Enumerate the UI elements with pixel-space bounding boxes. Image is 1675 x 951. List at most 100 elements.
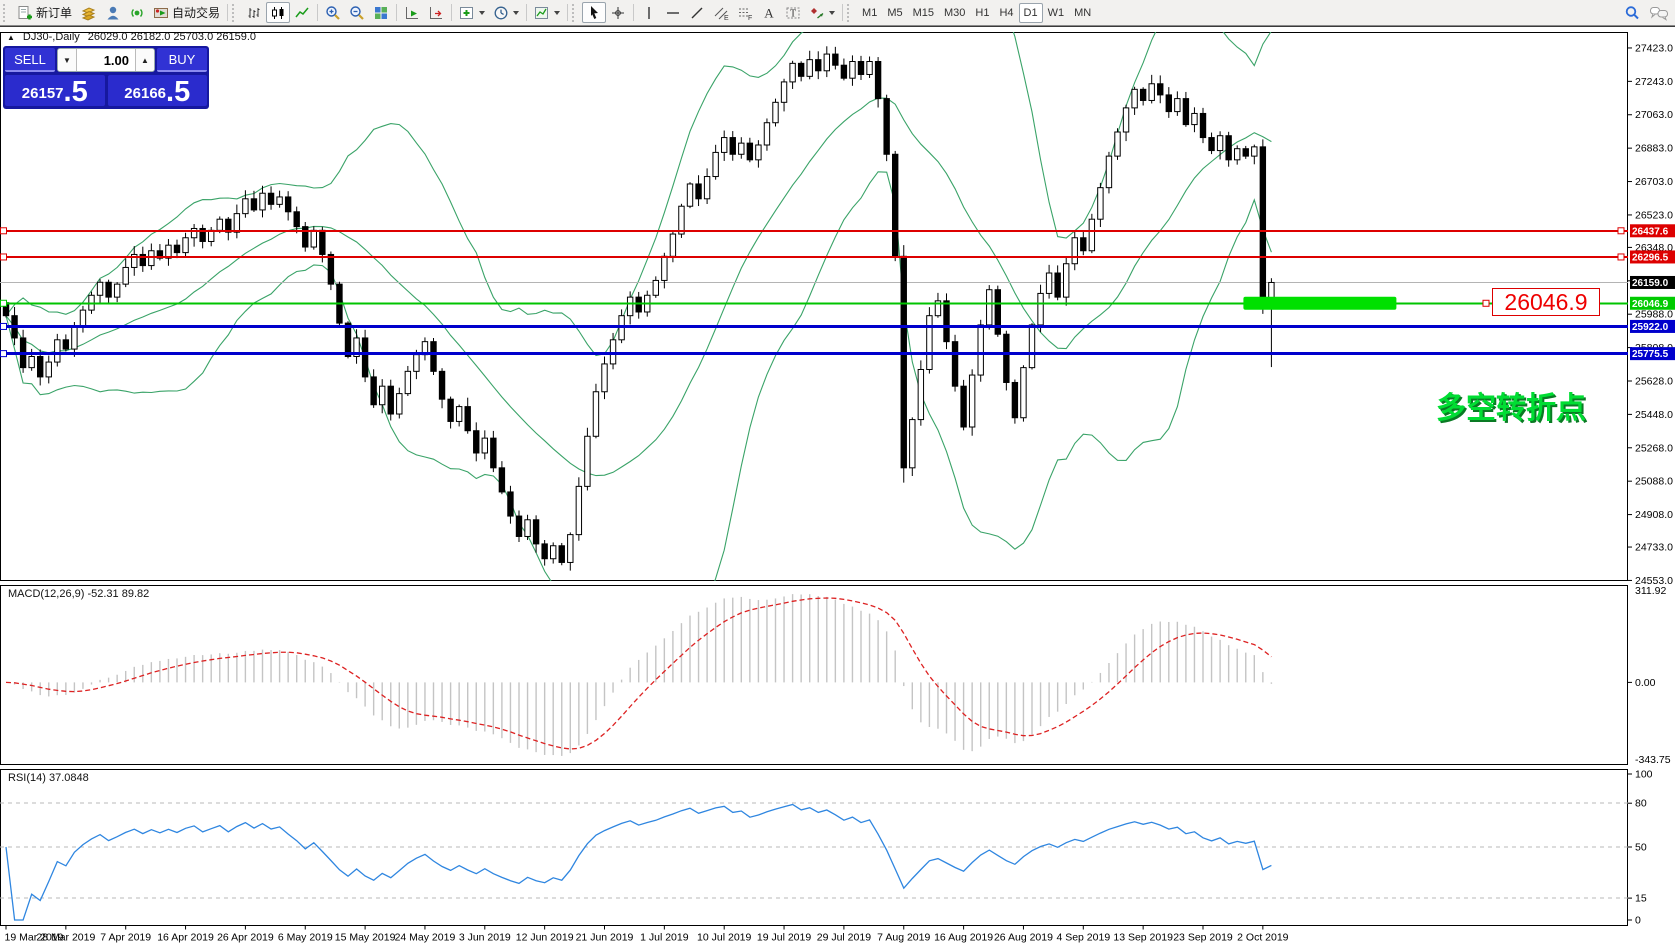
- gold-bars-icon: [80, 5, 97, 21]
- svg-text:0.00: 0.00: [1635, 677, 1656, 689]
- line-chart-icon: [294, 5, 310, 21]
- toolbar-grip: [3, 3, 10, 22]
- candlestick-mode-button[interactable]: [266, 2, 291, 23]
- svg-text:26296.5: 26296.5: [1632, 252, 1669, 263]
- line-handle: [0, 299, 7, 307]
- chart-shift-button[interactable]: [424, 2, 448, 23]
- timeframe-button-M15[interactable]: M15: [912, 6, 934, 19]
- volume-increase-button[interactable]: ▲: [135, 49, 154, 71]
- text-tool-button[interactable]: A: [757, 2, 781, 23]
- channel-tool-button[interactable]: E: [709, 2, 733, 23]
- accounts-button[interactable]: [101, 2, 125, 23]
- turning-point-annotation[interactable]: 多空转折点: [1436, 392, 1586, 425]
- fibonacci-tool-button[interactable]: F: [733, 2, 757, 23]
- svg-text:13 Sep 2019: 13 Sep 2019: [1113, 932, 1173, 944]
- new-order-icon: [17, 5, 33, 21]
- horizontal-line-25922.0[interactable]: [0, 322, 1628, 330]
- autotrading-button[interactable]: 自动交易: [149, 2, 224, 23]
- line-chart-mode-button[interactable]: [290, 2, 314, 23]
- tile-windows-button[interactable]: [369, 2, 393, 23]
- line-handle: [0, 227, 7, 235]
- cursor-icon: [586, 5, 602, 21]
- sell-price-display[interactable]: 26157 .5: [5, 75, 105, 107]
- text-label-tool-button[interactable]: T: [781, 2, 805, 23]
- signals-button[interactable]: [125, 2, 149, 23]
- svg-text:3 Jun 2019: 3 Jun 2019: [459, 932, 511, 944]
- dropdown-caret: [513, 10, 520, 15]
- auto-scroll-button[interactable]: [400, 2, 424, 23]
- buy-price-int: 26166: [124, 85, 167, 102]
- bar-chart-mode-button[interactable]: [242, 2, 266, 23]
- timeframe-button-M30[interactable]: M30: [944, 6, 966, 19]
- svg-text:E: E: [724, 15, 729, 21]
- timeframe-button-H1[interactable]: H1: [975, 6, 990, 19]
- horizontal-line-26296.5[interactable]: [0, 253, 1628, 261]
- search-button[interactable]: [1620, 2, 1645, 23]
- market-watch-button[interactable]: [76, 2, 101, 23]
- price-callout-label[interactable]: 26046.9: [1492, 288, 1600, 316]
- svg-text:16 Aug 2019: 16 Aug 2019: [934, 932, 993, 944]
- new-order-label: 新订单: [36, 6, 73, 20]
- trendline-icon: [689, 5, 705, 21]
- symbol-period-label: DJ30-,Daily: [22, 31, 80, 43]
- sell-button[interactable]: SELL: [5, 48, 55, 72]
- svg-text:26 Apr 2019: 26 Apr 2019: [217, 932, 274, 944]
- person-icon: [105, 5, 121, 21]
- svg-text:F: F: [748, 15, 752, 21]
- dropdown-caret: [829, 10, 836, 15]
- buy-price-display[interactable]: 26166 .5: [107, 75, 207, 107]
- zoom-in-button[interactable]: [321, 2, 345, 23]
- indicators-button[interactable]: [455, 2, 489, 23]
- timeframe-button-D1[interactable]: D1: [1018, 2, 1043, 23]
- timeframe-toolbar: M1 M5 M15 M30 H1 H4 D1 W1 MN: [857, 2, 1096, 23]
- toolbar-separator: [633, 4, 635, 21]
- svg-text:25775.5: 25775.5: [1632, 349, 1669, 360]
- timeframe-button-MN[interactable]: MN: [1074, 6, 1092, 19]
- toolbar-separator: [451, 4, 453, 21]
- timeframe-button-M5[interactable]: M5: [887, 6, 903, 19]
- horizontal-line-tool-button[interactable]: [661, 2, 685, 23]
- toolbar-separator: [526, 4, 528, 21]
- svg-text:28 Mar 2019: 28 Mar 2019: [36, 932, 95, 944]
- horizontal-line-26046.9[interactable]: [0, 296, 1628, 310]
- line-handle: [0, 350, 7, 358]
- collapse-marker-icon[interactable]: ▲: [7, 32, 15, 42]
- vertical-line-tool-button[interactable]: [637, 2, 661, 23]
- timeframe-button-W1[interactable]: W1: [1047, 6, 1065, 19]
- macd-indicator-label: MACD(12,26,9) -52.31 89.82: [8, 588, 150, 600]
- buy-button[interactable]: BUY: [157, 48, 207, 72]
- crosshair-tool-button[interactable]: [606, 2, 630, 23]
- sell-price-int: 26157: [21, 85, 64, 102]
- cursor-tool-button[interactable]: [582, 2, 607, 23]
- svg-text:27423.0: 27423.0: [1635, 42, 1673, 54]
- volume-input[interactable]: [77, 49, 135, 71]
- price-axis: 27423.0 27243.0 27063.0 26883.0 26703.0 26523…: [1628, 42, 1673, 587]
- trendline-tool-button[interactable]: [685, 2, 709, 23]
- svg-text:311.92: 311.92: [1635, 585, 1666, 597]
- highlight-bar: [1243, 296, 1397, 310]
- periods-button[interactable]: [489, 2, 523, 23]
- new-order-button[interactable]: 新订单: [13, 2, 76, 23]
- vertical-line-icon: [641, 5, 657, 21]
- bar-chart-icon: [246, 5, 262, 21]
- svg-text:26 Aug 2019: 26 Aug 2019: [994, 932, 1053, 944]
- volume-decrease-button[interactable]: ▼: [58, 49, 77, 71]
- svg-text:24733.0: 24733.0: [1635, 542, 1673, 554]
- toolbar-separator: [227, 4, 229, 21]
- timeframe-button-H4[interactable]: H4: [999, 6, 1014, 19]
- horizontal-line-25775.5[interactable]: [0, 350, 1628, 358]
- horizontal-line-26437.6[interactable]: [0, 227, 1628, 235]
- community-chat-button[interactable]: [1645, 2, 1673, 23]
- line-handle: [1617, 253, 1625, 261]
- toolbar-grip: [232, 3, 239, 22]
- timeframe-button-M1[interactable]: M1: [862, 6, 878, 19]
- price-line-badge: 25775.5: [1630, 347, 1675, 361]
- arrows-tool-button[interactable]: [805, 2, 839, 23]
- toolbar-separator: [842, 4, 844, 21]
- templates-button[interactable]: [530, 2, 564, 23]
- ohlc-values: 26029.0 26182.0 25703.0 26159.0: [87, 31, 256, 43]
- zoom-out-button[interactable]: [345, 2, 369, 23]
- toolbar-grip: [847, 3, 854, 22]
- svg-text:2 Oct 2019: 2 Oct 2019: [1237, 932, 1289, 944]
